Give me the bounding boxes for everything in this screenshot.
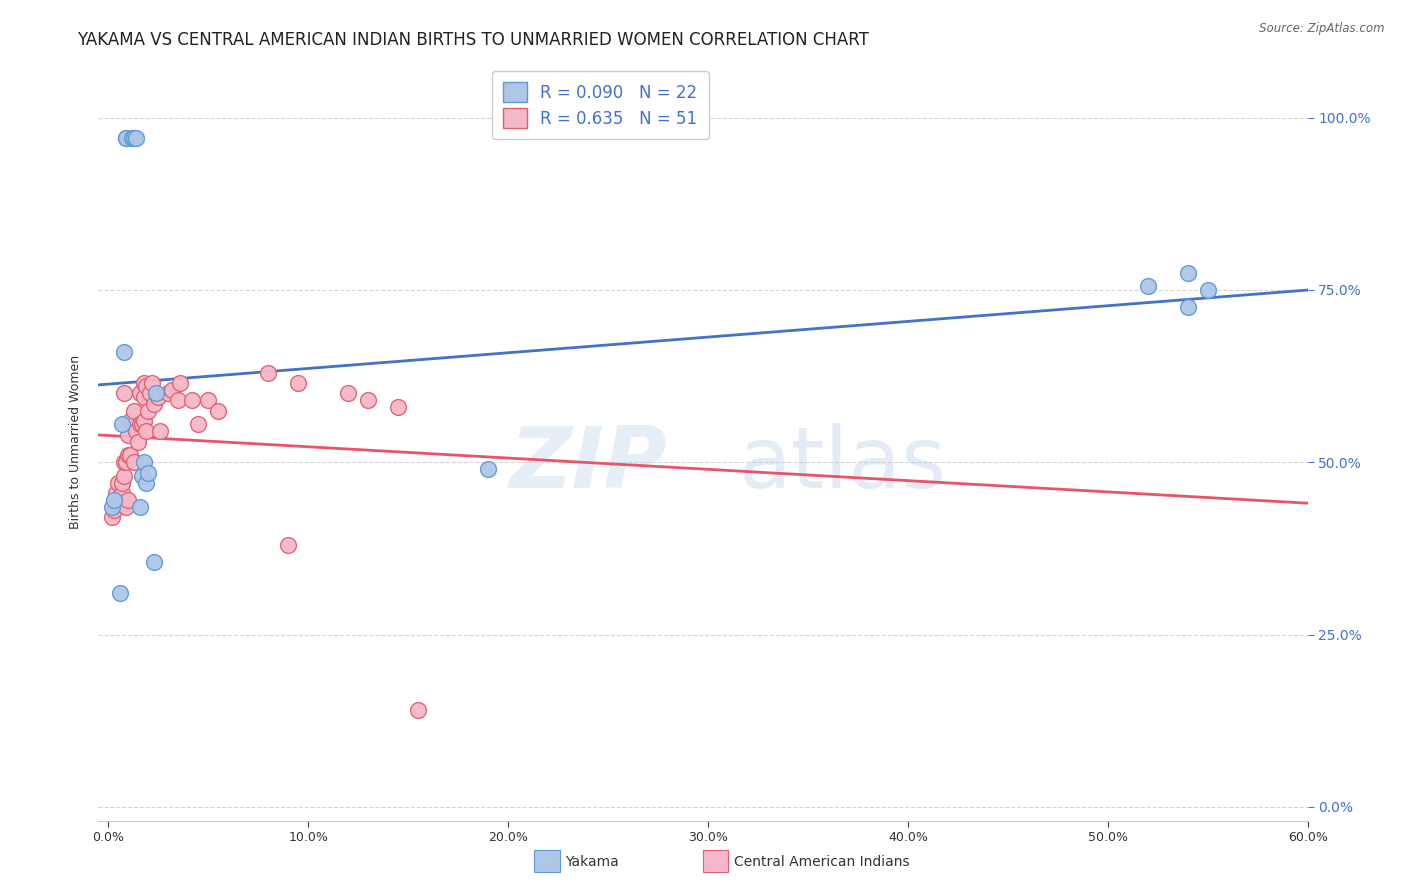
Point — [131, 469, 153, 483]
Point — [127, 434, 149, 449]
Point — [117, 427, 139, 442]
Point — [129, 417, 152, 432]
Point — [125, 131, 148, 145]
Text: Source: ZipAtlas.com: Source: ZipAtlas.com — [1260, 22, 1385, 36]
Text: Yakama: Yakama — [565, 855, 619, 869]
Point — [101, 510, 124, 524]
Text: atlas: atlas — [740, 423, 948, 506]
Point — [125, 424, 148, 438]
Point — [187, 417, 209, 432]
Point — [111, 486, 134, 500]
Point — [357, 393, 380, 408]
Point — [105, 497, 128, 511]
Point — [107, 475, 129, 490]
Point — [112, 469, 135, 483]
Point — [120, 448, 142, 462]
Point — [134, 390, 156, 404]
Point — [181, 393, 204, 408]
Point — [103, 503, 125, 517]
Point — [145, 386, 167, 401]
Point — [115, 131, 138, 145]
Point — [169, 376, 191, 390]
Point — [1136, 279, 1159, 293]
Y-axis label: Births to Unmarried Women: Births to Unmarried Women — [69, 354, 83, 529]
Point — [121, 131, 143, 145]
Point — [110, 497, 132, 511]
Point — [124, 131, 146, 145]
Point — [287, 376, 309, 390]
Point — [134, 414, 156, 428]
Point — [1177, 300, 1199, 314]
Point — [257, 366, 280, 380]
Point — [138, 466, 160, 480]
Point — [103, 493, 125, 508]
Point — [129, 500, 152, 514]
Point — [134, 376, 156, 390]
Point — [149, 424, 172, 438]
Point — [337, 386, 360, 401]
Text: YAKAMA VS CENTRAL AMERICAN INDIAN BIRTHS TO UNMARRIED WOMEN CORRELATION CHART: YAKAMA VS CENTRAL AMERICAN INDIAN BIRTHS… — [77, 31, 869, 49]
Point — [131, 417, 153, 432]
Point — [124, 403, 146, 417]
Point — [143, 396, 166, 410]
Point — [101, 500, 124, 514]
Point — [124, 455, 146, 469]
Point — [1197, 283, 1219, 297]
Legend: R = 0.090   N = 22, R = 0.635   N = 51: R = 0.090 N = 22, R = 0.635 N = 51 — [492, 70, 709, 139]
Point — [139, 386, 162, 401]
Point — [134, 455, 156, 469]
Point — [111, 417, 134, 432]
Point — [110, 586, 132, 600]
Text: Central American Indians: Central American Indians — [734, 855, 910, 869]
Point — [157, 386, 180, 401]
Point — [115, 500, 138, 514]
Point — [129, 386, 152, 401]
Point — [112, 455, 135, 469]
Point — [112, 386, 135, 401]
Text: ZIP: ZIP — [509, 423, 666, 506]
Point — [148, 390, 170, 404]
Point — [277, 538, 299, 552]
Point — [115, 455, 138, 469]
Point — [138, 403, 160, 417]
Point — [197, 393, 219, 408]
Point — [141, 376, 163, 390]
Point — [406, 703, 429, 717]
Point — [477, 462, 499, 476]
Point — [1177, 266, 1199, 280]
Point — [143, 555, 166, 569]
Point — [115, 131, 138, 145]
Point — [162, 383, 184, 397]
Point — [135, 424, 157, 438]
Point — [105, 486, 128, 500]
Point — [117, 448, 139, 462]
Point — [117, 493, 139, 508]
Point — [135, 475, 157, 490]
Point — [207, 403, 229, 417]
Point — [112, 345, 135, 359]
Point — [111, 475, 134, 490]
Point — [167, 393, 190, 408]
Point — [120, 414, 142, 428]
Point — [387, 400, 409, 414]
Point — [135, 379, 157, 393]
